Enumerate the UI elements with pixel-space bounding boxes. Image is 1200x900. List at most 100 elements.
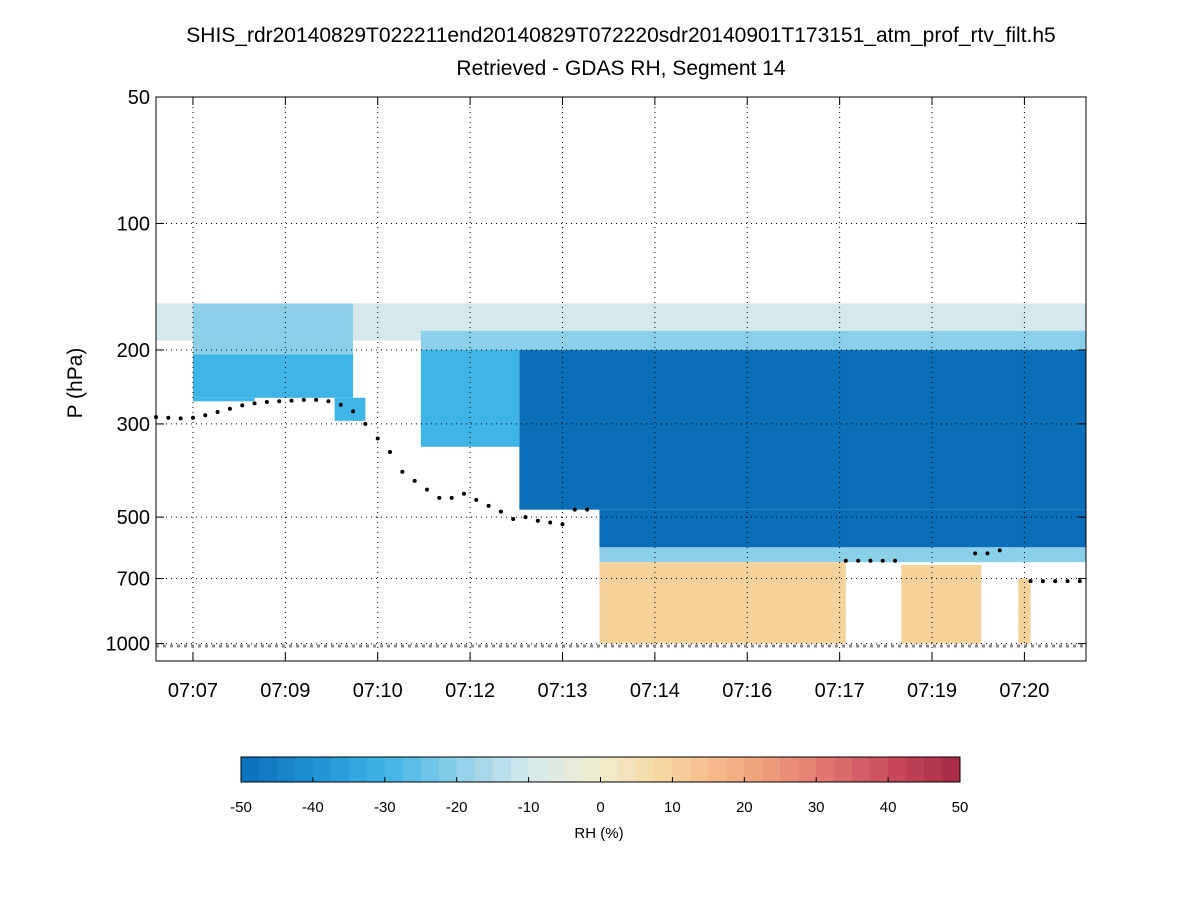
- x-tick-label: 07:10: [353, 680, 403, 702]
- heatmap-cell: [383, 303, 421, 341]
- surface-pressure-dot: [227, 406, 232, 411]
- colorbar-swatch: [312, 757, 332, 782]
- colorbar-swatch: [654, 757, 673, 782]
- surface-pressure-dot: [1040, 579, 1045, 584]
- y-axis-label: P (hPa): [64, 348, 87, 419]
- surface-pressure-dot: [264, 399, 269, 404]
- surface-pressure-dot: [474, 497, 479, 502]
- surface-pressure-dot: [375, 436, 380, 441]
- surface-pressure-dot: [893, 558, 898, 563]
- colorbar-swatch: [510, 757, 530, 782]
- colorbar-label: RH (%): [574, 825, 623, 842]
- colorbar-swatch: [456, 757, 476, 782]
- colorbar-tick-label: 50: [952, 799, 969, 816]
- surface-pressure-dot: [388, 450, 393, 455]
- y-tick-label: 500: [117, 507, 150, 529]
- surface-pressure-dot: [363, 421, 368, 426]
- surface-pressure-dot: [400, 469, 405, 474]
- surface-pressure-dot: [424, 487, 429, 492]
- colorbar-swatch: [906, 757, 925, 782]
- colorbar-swatch: [330, 757, 350, 782]
- colorbar-swatch: [924, 757, 943, 782]
- heatmap-cell: [192, 354, 354, 398]
- surface-pressure-dot: [252, 401, 257, 406]
- colorbar-swatch: [726, 757, 745, 782]
- colorbar-swatch: [492, 757, 512, 782]
- colorbar-swatch: [834, 757, 853, 782]
- colorbar-swatch: [582, 757, 601, 782]
- surface-pressure-dot: [856, 558, 861, 563]
- surface-pressure-dot: [1028, 579, 1033, 584]
- colorbar-swatch: [852, 757, 871, 782]
- colorbar-swatch: [402, 757, 422, 782]
- surface-pressure-dot: [289, 398, 294, 403]
- surface-pressure-dot: [326, 399, 331, 404]
- colorbar-tick-label: -30: [374, 799, 396, 816]
- heatmap-cell: [901, 565, 982, 644]
- x-tick-label: 07:13: [537, 680, 587, 702]
- y-tick-label: 700: [117, 569, 150, 591]
- x-tick-label: 07:12: [445, 680, 495, 702]
- colorbar-swatch: [528, 757, 548, 782]
- colorbar-swatch: [564, 757, 584, 782]
- colorbar-tick-label: 20: [736, 799, 753, 816]
- x-tick-label: 07:19: [907, 680, 957, 702]
- colorbar-swatch: [636, 757, 655, 782]
- y-tick-label: 50: [128, 87, 150, 109]
- y-tick-label: 200: [117, 340, 150, 362]
- heatmap-cell: [599, 547, 1086, 563]
- surface-pressure-dot: [166, 415, 171, 420]
- chart-title: SHIS_rdr20140829T022211end20140829T07222…: [186, 24, 1055, 47]
- surface-pressure-dot: [511, 516, 516, 521]
- surface-pressure-dots: [154, 397, 1086, 648]
- grid-lines: [156, 96, 1086, 661]
- colorbar-swatch: [708, 757, 727, 782]
- surface-pressure-dot: [843, 558, 848, 563]
- surface-pressure-dot: [277, 399, 282, 404]
- surface-pressure-dot: [412, 478, 417, 483]
- heatmap-cell: [156, 303, 193, 341]
- x-tick-label: 07:14: [630, 680, 680, 702]
- colorbar-swatch: [690, 757, 709, 782]
- colorbar-swatch: [672, 757, 691, 782]
- colorbar-tick-label: -10: [518, 799, 540, 816]
- surface-pressure-dot: [351, 409, 356, 414]
- surface-pressure-dot: [461, 491, 466, 496]
- surface-pressure-dot: [338, 402, 343, 407]
- colorbar-tick-label: -50: [230, 799, 252, 816]
- colorbar-swatch: [366, 757, 386, 782]
- colorbar-swatch: [474, 757, 494, 782]
- colorbar-swatch: [780, 757, 799, 782]
- x-tick-label: 07:17: [815, 680, 865, 702]
- colorbar-swatch: [294, 757, 314, 782]
- surface-pressure-dot: [560, 522, 565, 527]
- heatmap-cell: [420, 349, 520, 447]
- colorbar-tick-label: -20: [446, 799, 468, 816]
- colorbar-swatch: [798, 757, 817, 782]
- surface-pressure-dot: [985, 551, 990, 556]
- colorbar-swatch: [816, 757, 835, 782]
- surface-pressure-dot: [437, 495, 442, 500]
- heatmap-cell: [519, 349, 1086, 510]
- colorbar-swatch: [618, 757, 637, 782]
- surface-pressure-dot: [585, 507, 590, 512]
- surface-pressure-dot: [1077, 579, 1082, 584]
- colorbar: -50 -40 -30 -20 -10 0 10 20 30 40 50: [230, 756, 969, 816]
- surface-pressure-dot: [314, 397, 319, 402]
- colorbar-tick-label: 30: [808, 799, 825, 816]
- surface-pressure-dot: [449, 495, 454, 500]
- heatmap-cell: [599, 509, 1086, 548]
- y-tick-label: 100: [117, 213, 150, 235]
- surface-pressure-dot: [548, 520, 553, 525]
- colorbar-tick-label: 10: [664, 799, 681, 816]
- colorbar-swatch: [870, 757, 889, 782]
- heatmap-cell: [420, 330, 1086, 350]
- surface-pressure-dot: [1053, 579, 1058, 584]
- y-tick-label: 300: [117, 414, 150, 436]
- colorbar-swatch: [888, 757, 907, 782]
- colorbar-swatch: [762, 757, 781, 782]
- surface-pressure-dot: [572, 507, 577, 512]
- colorbar-swatch: [744, 757, 763, 782]
- surface-pressure-dot: [178, 416, 183, 421]
- surface-pressure-dot: [190, 415, 195, 420]
